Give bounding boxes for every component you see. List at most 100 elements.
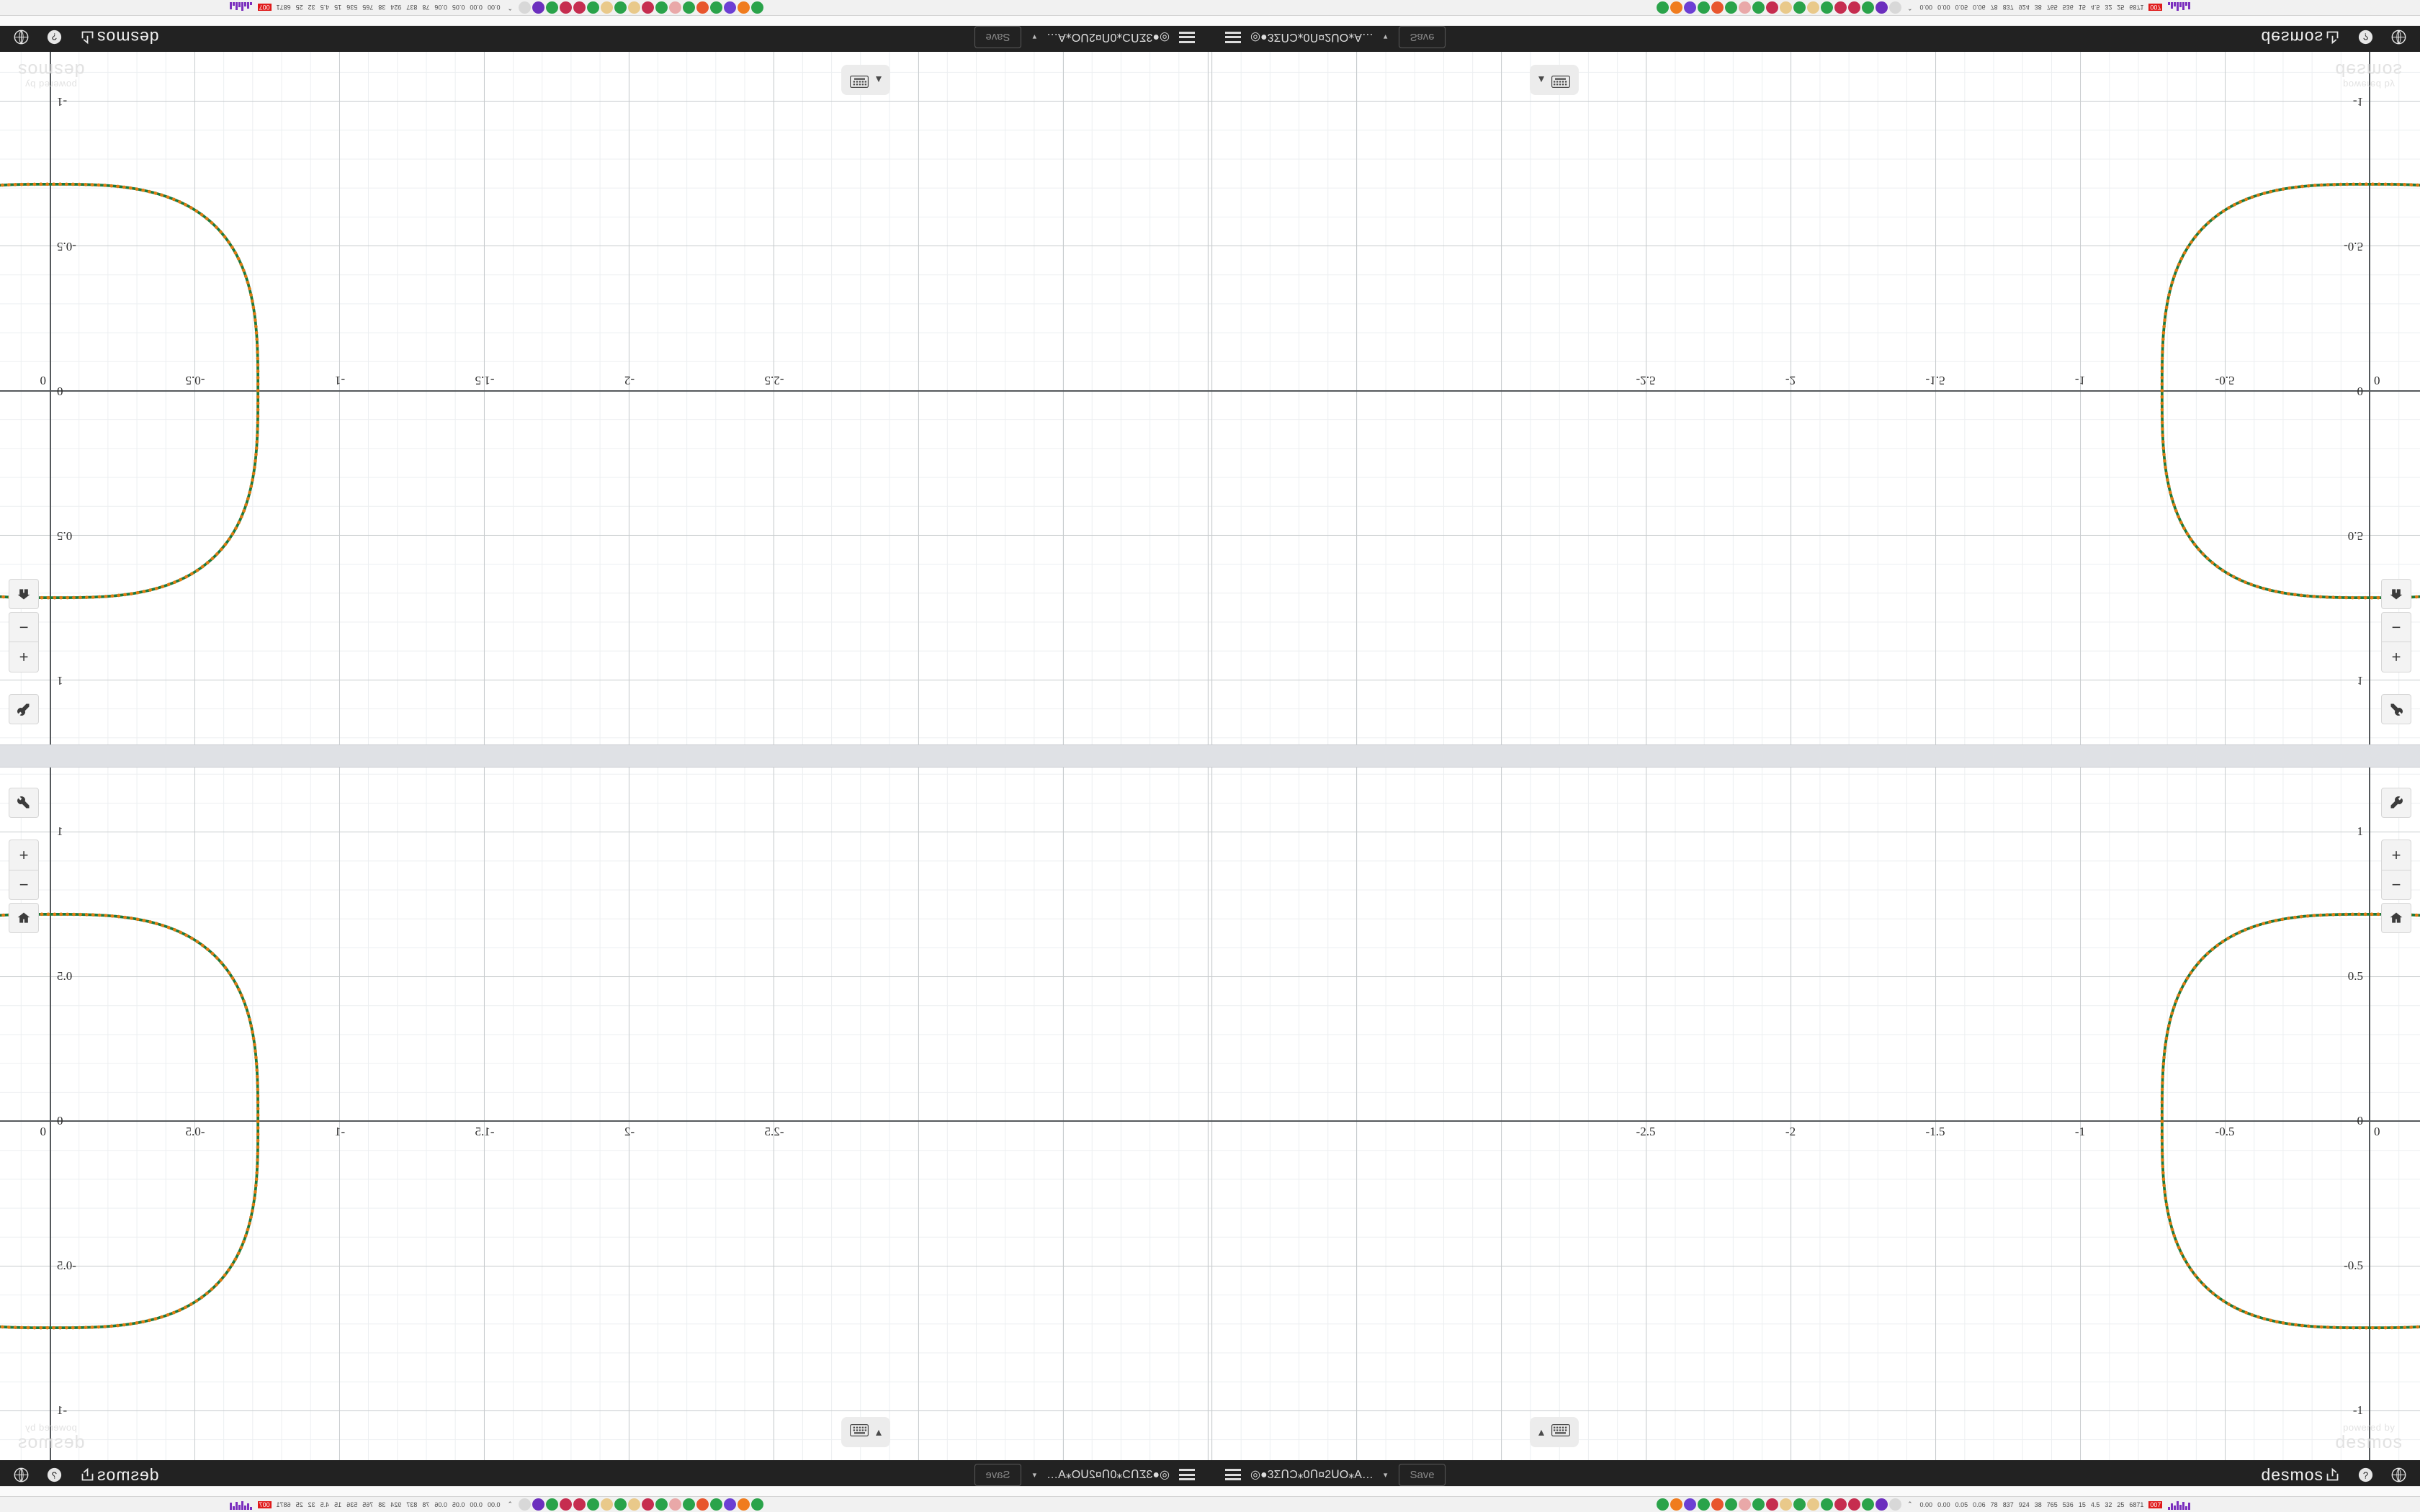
tray-icon[interactable] — [532, 1498, 544, 1511]
tray-icon[interactable] — [724, 1498, 736, 1511]
tray-icon[interactable] — [573, 1498, 586, 1511]
home-icon[interactable] — [2381, 579, 2411, 609]
keypad-toggle-button[interactable]: ▴ — [1530, 1417, 1579, 1447]
share-icon[interactable] — [2323, 1466, 2341, 1483]
tray-icon[interactable] — [560, 1498, 572, 1511]
tray-icon[interactable] — [546, 1498, 558, 1511]
tray-icon[interactable] — [1834, 1498, 1847, 1511]
tray-icon[interactable] — [601, 1, 613, 14]
tray-icon[interactable] — [532, 1, 544, 14]
graph-canvas[interactable]: + − powered by desmos ▴ -2.5 -2 -1.5 -1 -0.5… — [1210, 52, 2420, 744]
tray-icon[interactable] — [1807, 1, 1819, 14]
tray-icon[interactable] — [1834, 1, 1847, 14]
zoom-in-icon[interactable]: + — [9, 840, 39, 870]
graph-title[interactable]: ◎●3ΣՈƆ⁎0Ո¤2ՍO⁎A… — [1047, 31, 1170, 43]
browser-tab-strip[interactable] — [1210, 744, 2420, 756]
tray-icon[interactable] — [738, 1498, 750, 1511]
tray-icon[interactable] — [1725, 1, 1737, 14]
wrench-icon[interactable] — [9, 788, 39, 818]
tray-icon[interactable] — [1657, 1, 1669, 14]
help-icon[interactable]: ? — [46, 1466, 63, 1483]
tray-icon[interactable] — [696, 1498, 709, 1511]
tray-icon[interactable] — [573, 1, 586, 14]
tray-icon[interactable] — [1752, 1, 1765, 14]
desmos-logo[interactable]: desmos — [97, 1464, 159, 1484]
tray-icon[interactable] — [710, 1, 722, 14]
tray-icon[interactable] — [1793, 1, 1806, 14]
tray-icon[interactable] — [1766, 1498, 1778, 1511]
desmos-logo[interactable]: desmos — [97, 28, 159, 48]
tray-icon[interactable] — [1889, 1, 1901, 14]
tray-icon[interactable] — [546, 1, 558, 14]
help-icon[interactable]: ? — [2357, 1466, 2374, 1483]
taskbar-tray[interactable] — [1657, 1, 1901, 14]
tray-icon[interactable] — [1725, 1498, 1737, 1511]
wrench-icon[interactable] — [9, 694, 39, 724]
tray-icon[interactable] — [724, 1, 736, 14]
chevron-down-icon[interactable]: ▾ — [1032, 1470, 1037, 1480]
tray-icon[interactable] — [710, 1498, 722, 1511]
tray-icon[interactable] — [587, 1, 599, 14]
save-button[interactable]: Save — [1399, 26, 1446, 49]
tray-icon[interactable] — [560, 1, 572, 14]
graph-canvas[interactable]: + − powered by desmos ▴ -2.5 -2 -1.5 -1 -0.5… — [0, 768, 1210, 1460]
tray-icon[interactable] — [614, 1498, 627, 1511]
zoom-out-icon[interactable]: − — [2381, 612, 2411, 642]
tray-icon[interactable] — [1670, 1, 1682, 14]
tray-icon[interactable] — [1780, 1498, 1792, 1511]
save-button[interactable]: Save — [974, 1463, 1021, 1486]
keypad-toggle-button[interactable]: ▴ — [841, 1417, 890, 1447]
tray-icon[interactable] — [683, 1, 695, 14]
share-icon[interactable] — [79, 1466, 97, 1483]
tray-icon[interactable] — [1657, 1498, 1669, 1511]
tray-icon[interactable] — [655, 1, 668, 14]
tray-icon[interactable] — [1848, 1, 1860, 14]
tray-icon[interactable] — [642, 1, 654, 14]
browser-tab-strip[interactable] — [0, 756, 1210, 768]
tray-icon[interactable] — [669, 1, 681, 14]
graph-title[interactable]: ◎●3ΣՈƆ⁎0Ո¤2ՍO⁎A… — [1047, 1469, 1170, 1481]
zoom-in-icon[interactable]: + — [9, 642, 39, 672]
zoom-in-icon[interactable]: + — [2381, 642, 2411, 672]
keypad-toggle-button[interactable]: ▴ — [841, 65, 890, 95]
taskbar-tray[interactable] — [519, 1498, 763, 1511]
tray-icon[interactable] — [1670, 1498, 1682, 1511]
tray-icon[interactable] — [1684, 1, 1696, 14]
tray-icon[interactable] — [1821, 1, 1833, 14]
desmos-logo[interactable]: desmos — [2261, 1464, 2323, 1484]
zoom-in-icon[interactable]: + — [2381, 840, 2411, 870]
chevron-up-icon[interactable]: ⌃ — [1907, 4, 1913, 12]
tray-icon[interactable] — [1780, 1, 1792, 14]
tray-icon[interactable] — [614, 1, 627, 14]
hamburger-icon[interactable] — [1173, 32, 1201, 43]
hamburger-icon[interactable] — [1219, 32, 1247, 43]
zoom-out-icon[interactable]: − — [9, 612, 39, 642]
tray-icon[interactable] — [1793, 1498, 1806, 1511]
browser-tab-strip[interactable] — [0, 744, 1210, 756]
chevron-up-icon[interactable]: ⌃ — [507, 4, 513, 12]
tray-icon[interactable] — [519, 1, 531, 14]
language-globe-icon[interactable] — [2390, 1466, 2407, 1483]
tray-icon[interactable] — [751, 1, 763, 14]
hamburger-icon[interactable] — [1173, 1469, 1201, 1480]
graph-canvas[interactable]: + − powered by desmos ▴ -2.5 -2 -1.5 -1 -0.5… — [0, 52, 1210, 744]
tray-icon[interactable] — [1876, 1, 1888, 14]
tray-icon[interactable] — [669, 1498, 681, 1511]
share-icon[interactable] — [2323, 29, 2341, 46]
tray-icon[interactable] — [1876, 1498, 1888, 1511]
tray-icon[interactable] — [1698, 1, 1710, 14]
tray-icon[interactable] — [1862, 1, 1874, 14]
tray-icon[interactable] — [1889, 1498, 1901, 1511]
tray-icon[interactable] — [628, 1, 640, 14]
home-icon[interactable] — [2381, 903, 2411, 933]
language-globe-icon[interactable] — [13, 29, 30, 46]
tray-icon[interactable] — [655, 1498, 668, 1511]
graph-title[interactable]: ◎●3ΣՈƆ⁎0Ո¤2ՍO⁎A… — [1250, 31, 1373, 43]
tray-icon[interactable] — [1711, 1498, 1724, 1511]
tray-icon[interactable] — [519, 1498, 531, 1511]
save-button[interactable]: Save — [1399, 1463, 1446, 1486]
tray-icon[interactable] — [751, 1498, 763, 1511]
chevron-up-icon[interactable]: ⌃ — [507, 1500, 513, 1508]
tray-icon[interactable] — [1711, 1, 1724, 14]
zoom-out-icon[interactable]: − — [9, 870, 39, 900]
